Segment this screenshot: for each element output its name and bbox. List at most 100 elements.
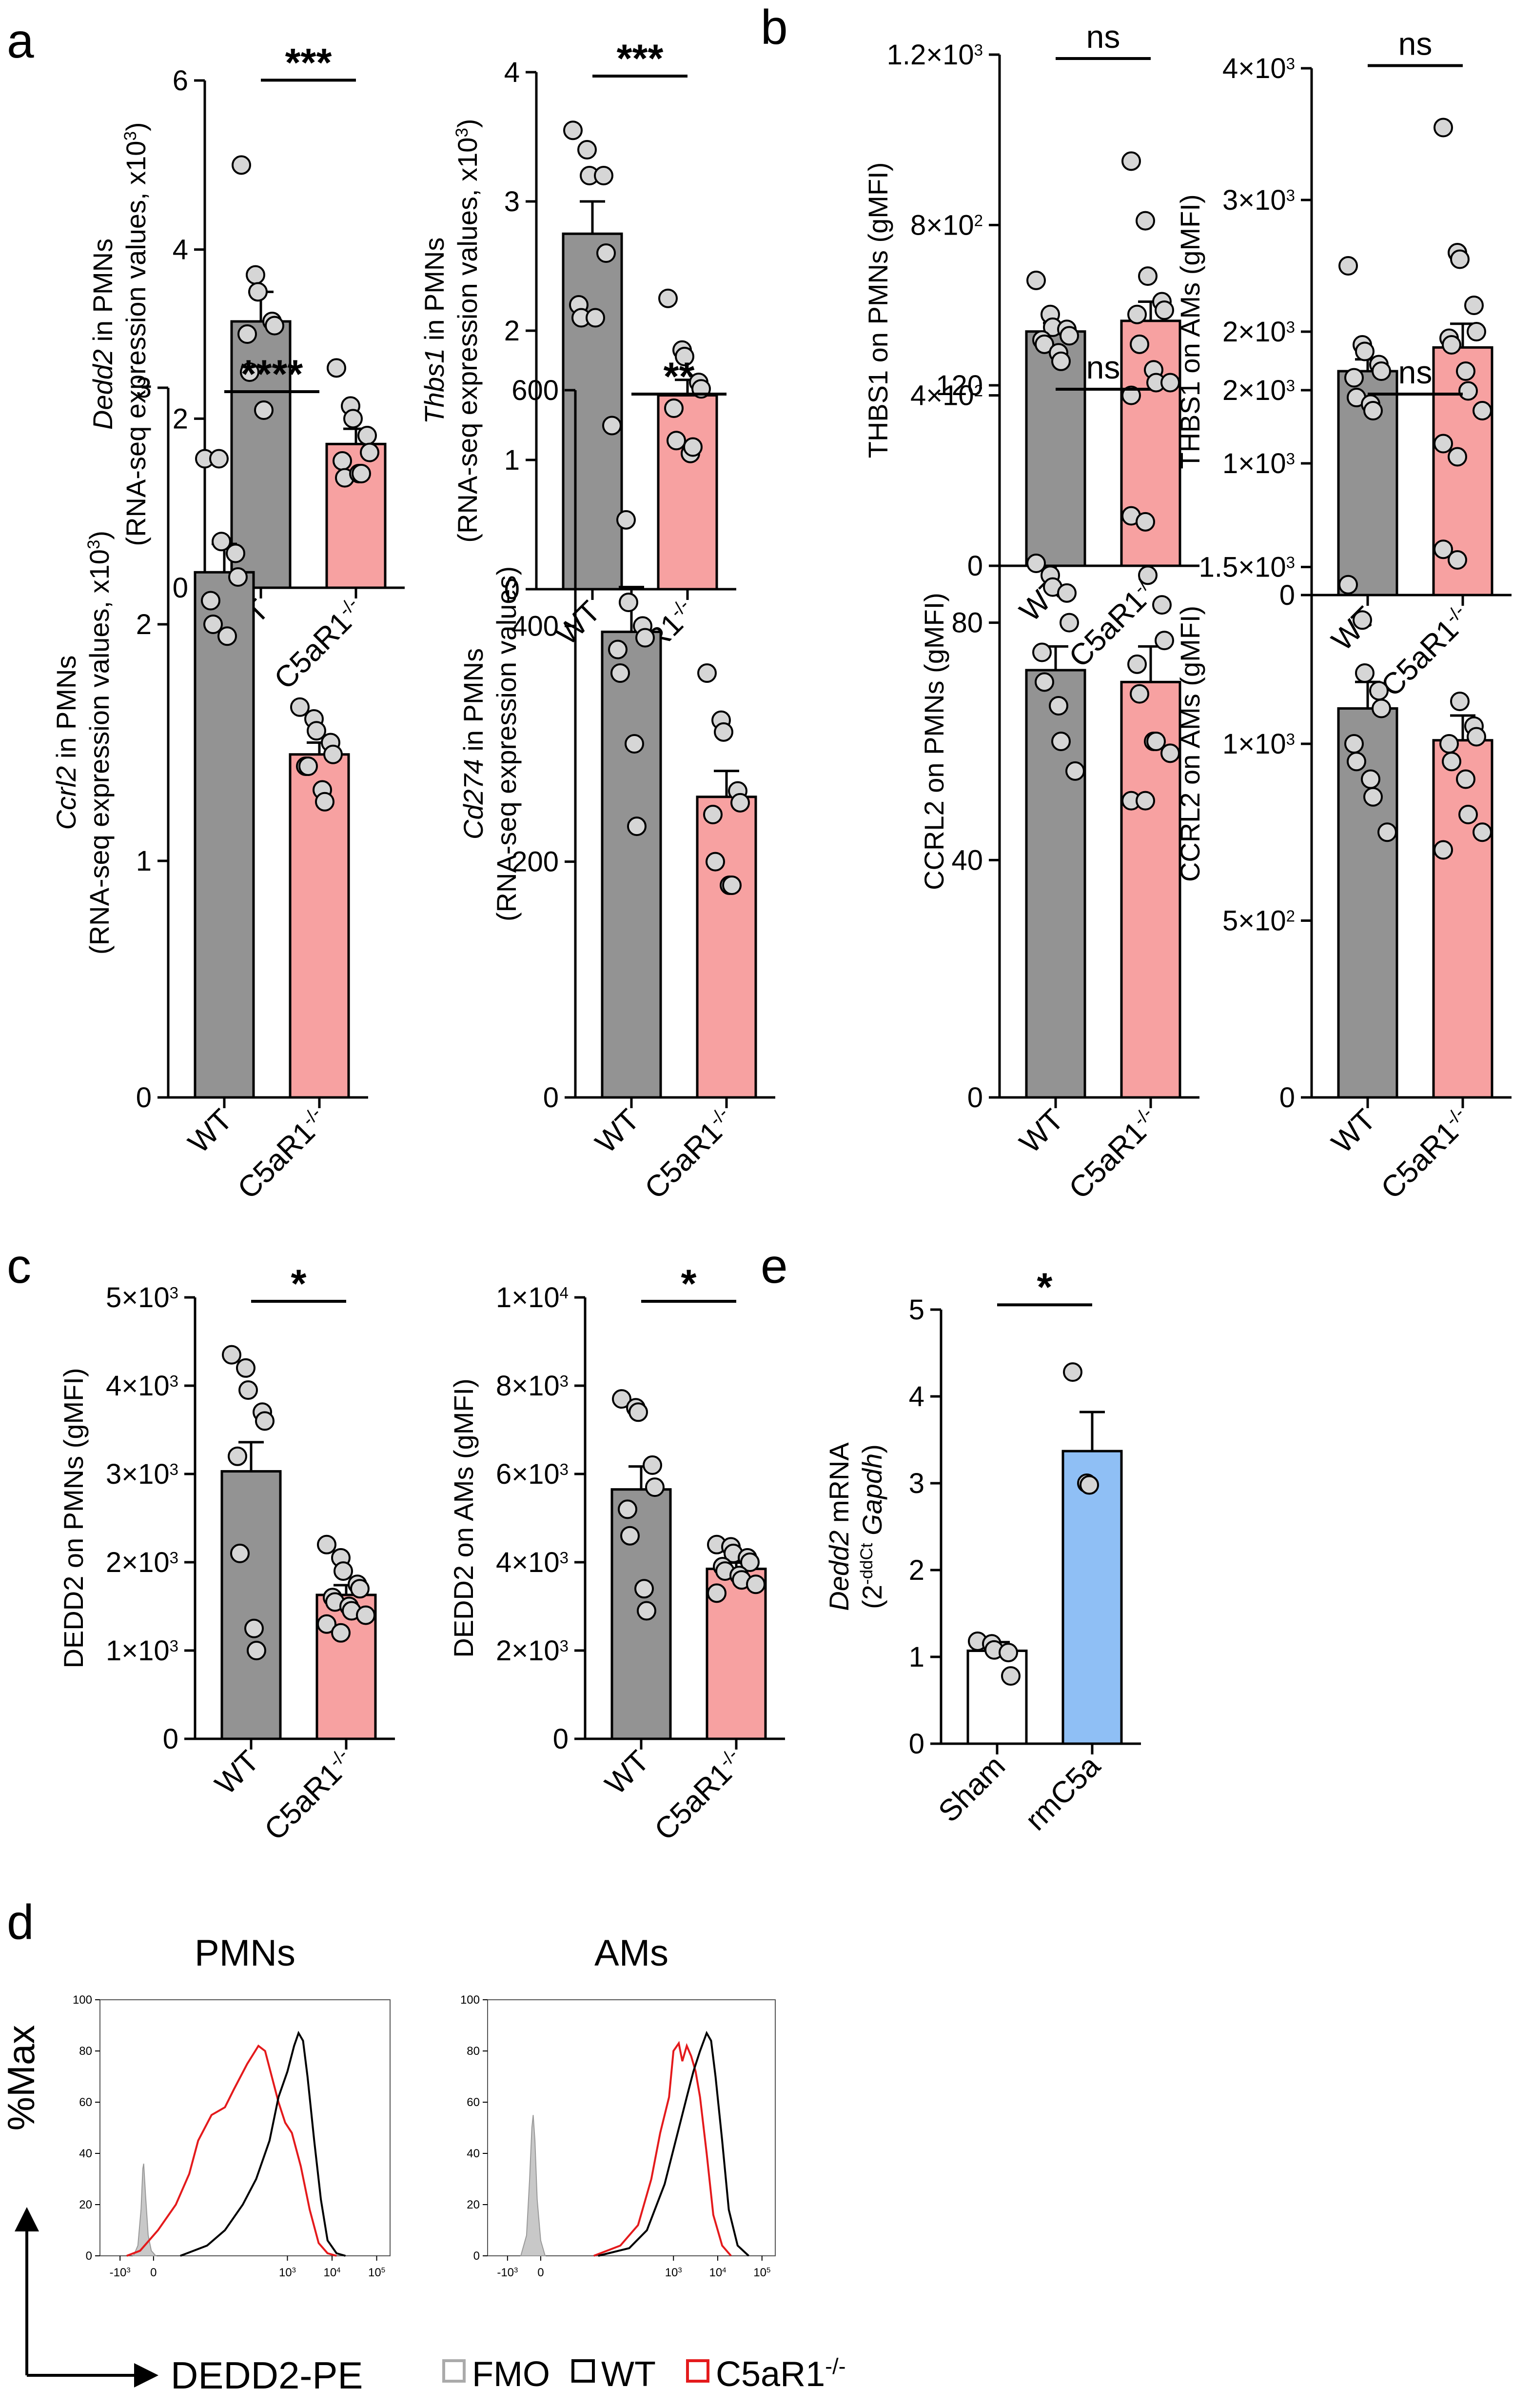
significance-label: ns bbox=[1398, 26, 1433, 62]
data-point bbox=[1026, 270, 1046, 290]
y-tick-label: 2 bbox=[136, 609, 152, 640]
data-point bbox=[323, 744, 343, 764]
y-axis-label: CCRL2 on PMNs (gMFI) bbox=[919, 593, 949, 890]
y-tick-label: 4 bbox=[909, 1381, 924, 1413]
x-tick-label: 0 bbox=[150, 2266, 157, 2279]
y-arrow-head bbox=[15, 2207, 39, 2231]
panel-letter-c: c bbox=[7, 1239, 31, 1294]
y-axis-label-line2: (RNA-seq expression values, x103) bbox=[84, 531, 115, 955]
data-point bbox=[1127, 654, 1147, 674]
data-point bbox=[635, 628, 655, 648]
data-point bbox=[1080, 1475, 1099, 1495]
histogram-axes: %Max DEDD2-PE FMO WT C5aR1-/- bbox=[0, 2025, 846, 2397]
c5ar1-ko-curve bbox=[126, 2044, 337, 2257]
chart-a1: 0246WTC5aR1-/-***Dedd2 in PMNs(RNA-seq e… bbox=[87, 40, 405, 696]
data-point bbox=[637, 1601, 656, 1621]
data-point bbox=[247, 1641, 266, 1660]
y-tick-label: 0 bbox=[543, 1082, 559, 1114]
y-axis-label: DEDD2 on AMs (gMFI) bbox=[448, 1378, 479, 1658]
y-tick-label: 0 bbox=[553, 1723, 569, 1755]
y-tick-label: 60 bbox=[79, 2096, 92, 2109]
y-tick-label: 2 bbox=[909, 1554, 924, 1586]
legend-label: WT bbox=[601, 2355, 656, 2394]
data-point bbox=[1355, 341, 1375, 361]
data-point bbox=[331, 1623, 351, 1643]
data-point bbox=[1456, 361, 1475, 381]
panel-letter-d: d bbox=[7, 1895, 34, 1950]
data-point bbox=[1035, 672, 1054, 692]
y-tick-label: 3 bbox=[909, 1468, 924, 1499]
data-point bbox=[333, 451, 352, 471]
y-tick-label: 200 bbox=[511, 846, 559, 878]
data-point bbox=[1160, 373, 1180, 393]
data-point bbox=[357, 426, 377, 445]
chart-e1: 0 1 2 3 4 5 Sham rmC5a * Dedd2 mRNA(2-ddCt Gapdh) bbox=[824, 1265, 1141, 1837]
y-axis-label: Dedd2 mRNA bbox=[824, 1442, 854, 1611]
wt-curve bbox=[180, 2030, 346, 2257]
data-point bbox=[307, 721, 326, 741]
y-tick-label: 100 bbox=[460, 1993, 480, 2007]
data-point bbox=[596, 243, 616, 263]
significance-label: *** bbox=[617, 37, 664, 81]
y-axis-label: THBS1 on AMs (gMFI) bbox=[1175, 194, 1205, 469]
data-point bbox=[664, 398, 684, 418]
data-point bbox=[625, 734, 644, 754]
data-point bbox=[746, 1574, 766, 1594]
data-point bbox=[1155, 631, 1174, 651]
data-point bbox=[714, 722, 733, 742]
y-tick-label: 3×103 bbox=[106, 1458, 178, 1490]
y-tick-label: 1 bbox=[504, 444, 520, 476]
bar-group1 bbox=[601, 630, 662, 1099]
category-label: WT bbox=[1013, 1103, 1070, 1160]
data-point bbox=[1467, 322, 1486, 341]
panel-letter-e: e bbox=[761, 1239, 788, 1294]
category-label: C5aR1-/- bbox=[638, 1103, 741, 1206]
y-tick-label: 2×103 bbox=[106, 1547, 178, 1578]
data-point bbox=[201, 591, 220, 611]
data-point bbox=[352, 464, 371, 483]
bar-group2 bbox=[657, 394, 718, 591]
data-point bbox=[1464, 296, 1484, 315]
data-point bbox=[1344, 734, 1364, 754]
y-tick-label: 4 bbox=[504, 57, 520, 88]
data-point bbox=[1467, 727, 1486, 747]
y-tick-label: 0 bbox=[86, 2249, 92, 2263]
data-point bbox=[1051, 351, 1071, 371]
wt-curve bbox=[598, 2030, 749, 2257]
category-label: WT bbox=[1325, 1103, 1382, 1160]
data-point bbox=[248, 282, 268, 302]
y-tick-label: 4×103 bbox=[1222, 53, 1295, 84]
data-point bbox=[608, 639, 628, 659]
data-point bbox=[237, 324, 257, 344]
y-tick-label: 0 bbox=[909, 1728, 924, 1760]
data-point bbox=[1458, 381, 1478, 401]
y-tick-label: 2×103 bbox=[496, 1635, 569, 1667]
data-point bbox=[618, 1499, 637, 1519]
data-point bbox=[722, 876, 742, 895]
data-point bbox=[612, 1389, 631, 1409]
data-point bbox=[563, 120, 583, 140]
data-point bbox=[1060, 326, 1079, 346]
y-axis-title: %Max bbox=[0, 2025, 42, 2131]
category-label: WT bbox=[182, 1103, 239, 1160]
data-point bbox=[1473, 401, 1492, 420]
data-point bbox=[1065, 761, 1085, 781]
y-tick-label: 0 bbox=[173, 572, 188, 604]
y-tick-label: 1×103 bbox=[106, 1635, 178, 1667]
data-point bbox=[1450, 692, 1470, 711]
data-point bbox=[627, 816, 647, 836]
data-point bbox=[1434, 118, 1453, 138]
x-tick-label: 0 bbox=[537, 2266, 544, 2279]
data-point bbox=[1377, 822, 1397, 842]
histogram-panels: PMNs 0 20 40 60 80 100 -103 0 103 104 105 AMs 0 20 40 60… bbox=[0, 1932, 846, 2397]
data-point bbox=[1136, 512, 1155, 532]
data-point bbox=[1051, 732, 1071, 751]
data-point bbox=[315, 792, 334, 812]
bar-group2 bbox=[1432, 739, 1493, 1099]
data-point bbox=[317, 1534, 336, 1554]
data-point bbox=[602, 416, 622, 436]
data-point bbox=[1160, 743, 1180, 763]
data-point bbox=[1057, 583, 1077, 603]
bar-group1 bbox=[562, 232, 623, 591]
